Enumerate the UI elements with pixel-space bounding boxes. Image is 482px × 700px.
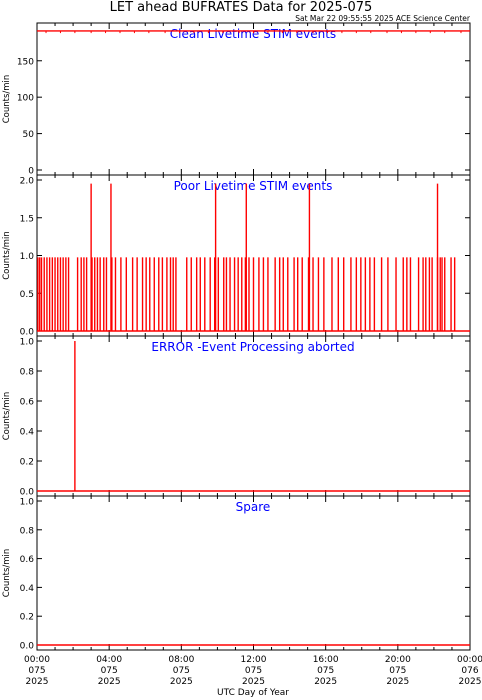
y-tick-label: 0.8 — [20, 368, 35, 378]
y-tick-label: 50 — [23, 130, 35, 140]
x-tick-label: 075 — [28, 666, 45, 676]
y-axis-label: Counts/min — [2, 75, 12, 124]
x-tick-label: 2025 — [386, 677, 409, 687]
y-tick-label: 0.5 — [20, 290, 34, 300]
y-tick-label: 1.0 — [20, 498, 35, 508]
x-tick-label: 00:00 — [24, 655, 50, 665]
series — [37, 183, 470, 332]
y-tick-label: 0 — [28, 167, 34, 177]
x-tick-label: 04:00 — [96, 655, 122, 665]
panel-frame — [36, 495, 471, 651]
series — [37, 30, 470, 34]
panel-label: ERROR -Event Processing aborted — [151, 340, 354, 354]
y-tick-label: 0.2 — [20, 458, 34, 468]
y-tick-label: 0.4 — [20, 428, 35, 438]
y-tick-label: 0.0 — [20, 488, 35, 498]
y-axis-label: Counts/min — [2, 392, 12, 441]
y-axis-label: Counts/min — [2, 549, 12, 598]
y-tick-label: 0.0 — [20, 642, 35, 652]
x-tick-label: 075 — [173, 666, 190, 676]
x-tick-label: 2025 — [98, 677, 121, 687]
x-tick-label: 076 — [461, 666, 478, 676]
x-tick-label: 2025 — [242, 677, 265, 687]
x-tick-label: 16:00 — [313, 655, 339, 665]
chart-title: LET ahead BUFRATES Data for 2025-075 — [110, 0, 373, 15]
y-tick-label: 0.6 — [20, 398, 35, 408]
y-tick-label: 2.0 — [20, 177, 35, 187]
x-tick-label: 075 — [389, 666, 406, 676]
panel-1: 0 50 100 150 Counts/min Clean Livetime STIM e… — [2, 22, 471, 177]
x-tick-label: 075 — [101, 666, 118, 676]
panel-label: Poor Livetime STIM events — [174, 179, 333, 193]
y-tick-label: 0.8 — [20, 526, 35, 536]
x-tick-label: 00:00 — [457, 655, 482, 665]
panel-3: 0.0 0.2 0.4 0.6 0.8 1.0 Counts/min ERROR -Event… — [2, 335, 471, 498]
y-tick-label: 0.2 — [20, 613, 34, 623]
y-tick-label: 150 — [17, 57, 34, 67]
x-tick-label: 2025 — [314, 677, 337, 687]
chart-subtitle: Sat Mar 22 09:55:55 2025 ACE Science Cen… — [295, 14, 471, 23]
x-axis-label: UTC Day of Year — [217, 688, 289, 698]
panel-label: Spare — [236, 500, 271, 514]
x-tick-label: 08:00 — [168, 655, 194, 665]
x-tick-label: 2025 — [459, 677, 482, 687]
y-axis-label: Counts/min — [2, 231, 12, 280]
y-tick-label: 100 — [17, 94, 34, 104]
panels-group: 0 50 100 150 Counts/min Clean Livetime STIM e… — [2, 22, 482, 687]
y-tick-label: 0.6 — [20, 555, 35, 565]
x-tick-label: 12:00 — [241, 655, 267, 665]
panel-4: 0.0 0.2 0.4 0.6 0.8 1.0 Counts/min Spare — [2, 495, 471, 652]
series — [37, 341, 470, 492]
x-tick-label: 20:00 — [385, 655, 411, 665]
x-tick-label: 075 — [245, 666, 262, 676]
y-tick-label: 0.4 — [20, 584, 35, 594]
x-tick-label: 2025 — [170, 677, 193, 687]
x-tick-label: 075 — [317, 666, 334, 676]
panel-frame — [36, 335, 471, 497]
y-tick-label: 1.0 — [20, 252, 35, 262]
y-tick-label: 1.5 — [20, 214, 34, 224]
panel-frame — [36, 22, 471, 176]
y-tick-label: 0.0 — [20, 328, 35, 338]
x-tick-labels: 00:00075202504:00075202508:00075202512:0… — [24, 655, 482, 687]
x-tick-label: 2025 — [26, 677, 49, 687]
panel-2: 0.0 0.5 1.0 1.5 2.0 Counts/min Poor Livetime S… — [2, 174, 471, 338]
y-tick-label: 1.0 — [20, 338, 35, 348]
panel-label: Clean Livetime STIM events — [170, 27, 336, 41]
